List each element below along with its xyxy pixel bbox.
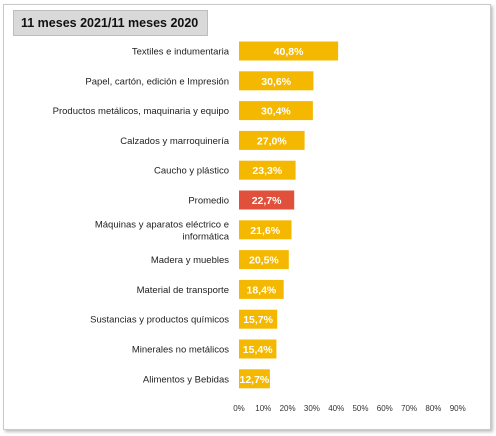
x-tick-label-7: 70% — [401, 404, 417, 413]
bar-value-label-6: 21,6% — [250, 225, 280, 237]
bar-3 — [239, 130, 305, 150]
category-label-4: Caucho y plástico — [154, 166, 229, 177]
bar-11 — [239, 369, 270, 389]
bar-value-label-7: 20,5% — [249, 255, 279, 267]
bar-value-label-11: 12,7% — [240, 374, 270, 386]
chart-title: 11 meses 2021/11 meses 2020 — [13, 10, 208, 36]
bar-4 — [239, 160, 296, 180]
x-tick-label-4: 40% — [328, 404, 344, 413]
category-label-9: Sustancias y productos químicos — [90, 315, 229, 326]
bar-0 — [239, 41, 339, 61]
bar-value-label-5: 22,7% — [252, 195, 282, 207]
category-label-0: Textiles e indumentaria — [132, 47, 230, 58]
category-label-1: Papel, cartón, edición e Impresión — [85, 76, 229, 87]
category-label-3: Calzados y marroquinería — [120, 136, 229, 147]
category-label-5: Promedio — [188, 196, 229, 207]
bar-value-label-10: 15,4% — [243, 344, 273, 356]
x-tick-label-1: 10% — [255, 404, 271, 413]
x-tick-label-0: 0% — [233, 404, 245, 413]
bar-1 — [239, 71, 314, 91]
bar-value-label-9: 15,7% — [243, 314, 273, 326]
bar-value-label-0: 40,8% — [274, 46, 304, 58]
bar-8 — [239, 279, 284, 299]
bar-value-label-4: 23,3% — [252, 165, 282, 177]
bar-value-label-8: 18,4% — [247, 284, 277, 296]
category-label-8: Material de transporte — [137, 285, 229, 296]
bar-2 — [239, 101, 313, 121]
category-label-11: Alimentos y Bebidas — [143, 374, 229, 385]
bar-value-label-3: 27,0% — [257, 135, 287, 147]
category-label-2: Productos metálicos, maquinaria y equipo — [53, 106, 229, 117]
bar-value-label-2: 30,4% — [261, 106, 291, 118]
x-tick-label-3: 30% — [304, 404, 320, 413]
bar-10 — [239, 339, 277, 359]
bar-9 — [239, 309, 278, 329]
category-label-6: Máquinas y aparatos eléctrico e informáti… — [95, 219, 230, 242]
x-tick-label-6: 60% — [377, 404, 393, 413]
bar-7 — [239, 250, 289, 270]
category-label-7: Madera y muebles — [151, 255, 229, 266]
x-tick-label-9: 90% — [450, 404, 466, 413]
bar-5 — [239, 190, 295, 210]
bar-6 — [239, 220, 292, 240]
bar-value-label-1: 30,6% — [261, 76, 291, 88]
x-tick-label-8: 80% — [425, 404, 441, 413]
x-tick-label-2: 20% — [280, 404, 296, 413]
category-label-10: Minerales no metálicos — [132, 345, 229, 356]
x-tick-label-5: 50% — [352, 404, 368, 413]
